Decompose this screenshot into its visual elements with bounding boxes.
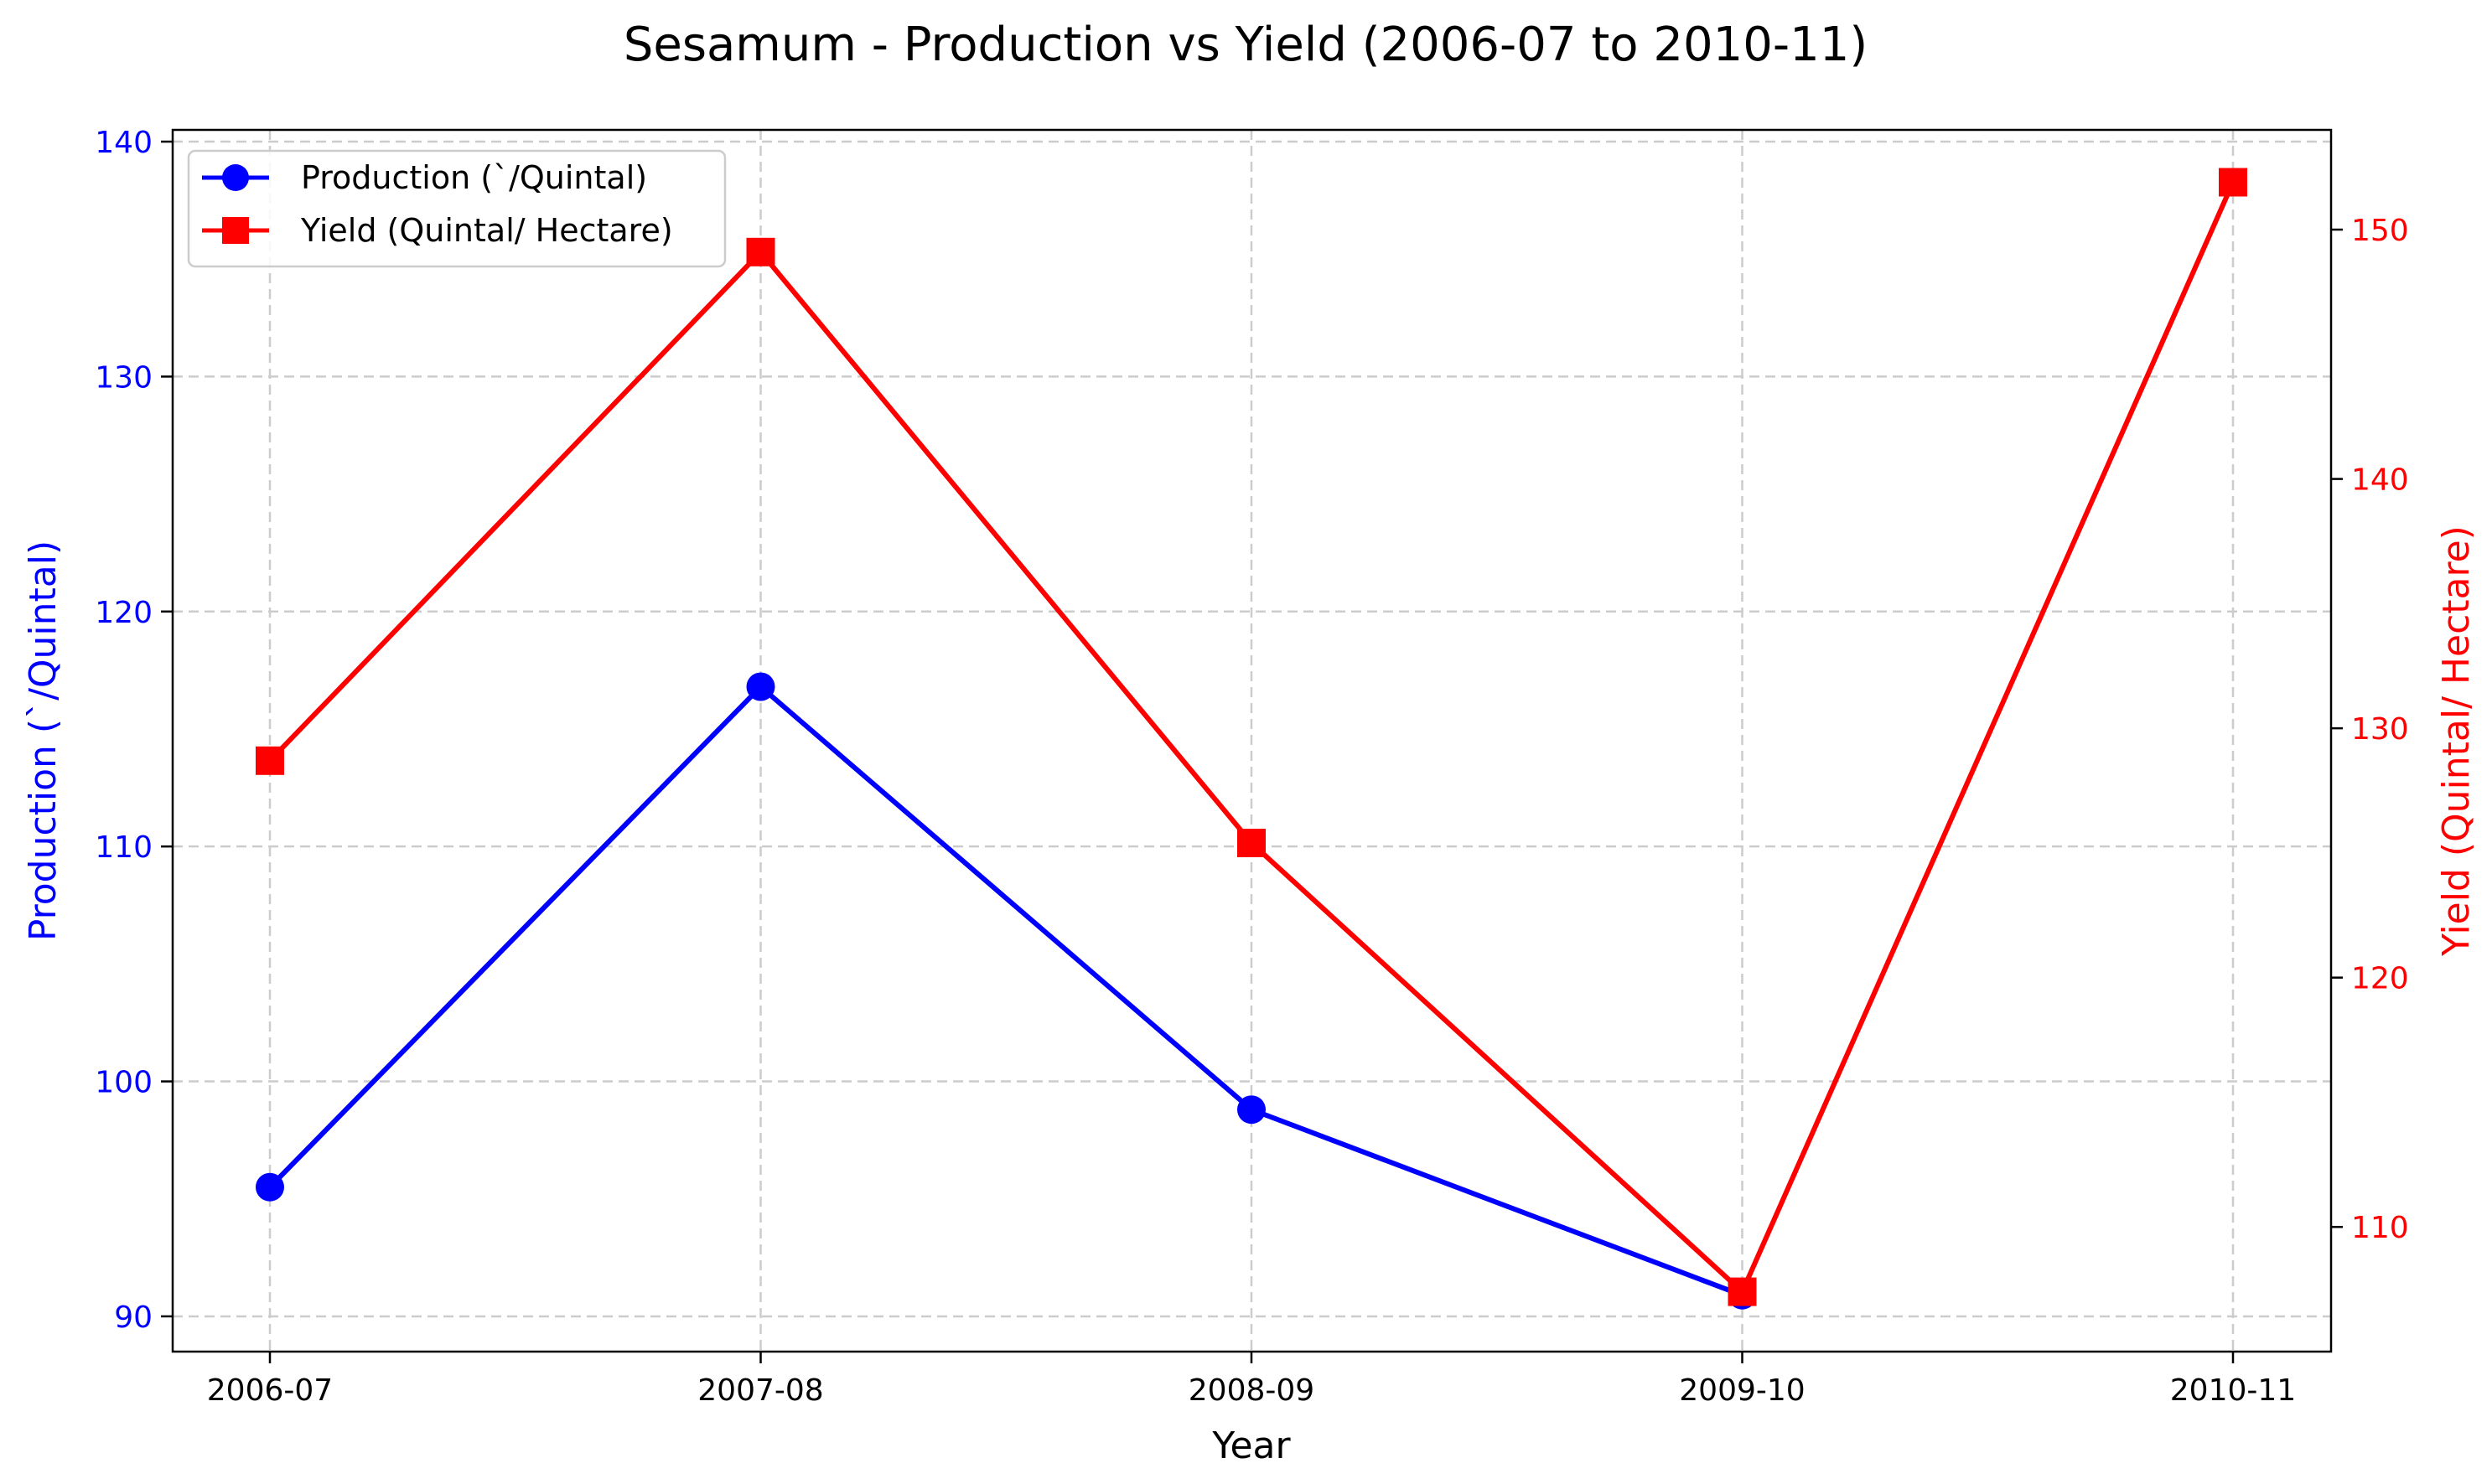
x-tick-label: 2006-07 [207, 1373, 333, 1408]
x-tick-label: 2008-09 [1189, 1373, 1314, 1408]
data-point-production [1237, 1095, 1266, 1125]
legend-marker-yield [222, 217, 249, 244]
plot-frame [171, 128, 2333, 1353]
grid-lines [173, 130, 2331, 1352]
y-right-tick-label: 120 [2351, 962, 2409, 996]
legend-label-production: Production (`/Quintal) [301, 159, 647, 196]
y-right-tick-label: 150 [2351, 214, 2409, 248]
x-axis-label: Year [1211, 1425, 1291, 1467]
x-axis: 2006-07 2007-08 2008-09 2009-10 2010-11 [207, 1352, 2296, 1408]
data-point-production [256, 1172, 284, 1202]
legend: Production (`/Quintal) Yield (Quintal/ H… [187, 149, 727, 268]
y-axis-right-label: Yield (Quintal/ Hectare) [2435, 525, 2478, 957]
series-line-production [267, 684, 1743, 1298]
data-point-yield [256, 746, 284, 775]
legend-marker-production [222, 164, 249, 191]
x-tick-label: 2009-10 [1679, 1373, 1805, 1408]
y-axis-right: 110 120 130 140 150 [2331, 214, 2409, 1245]
y-right-tick-label: 130 [2351, 712, 2409, 747]
chart-title: Sesamum - Production vs Yield (2006-07 t… [624, 18, 1868, 72]
data-point-yield [1728, 1277, 1757, 1306]
legend-frame [187, 149, 727, 268]
y-axis-left: 90 100 110 120 130 140 [95, 126, 173, 1335]
y-left-tick-label: 100 [95, 1066, 153, 1100]
data-point-yield [2219, 168, 2247, 197]
y-right-tick-label: 110 [2351, 1211, 2409, 1245]
y-right-tick-label: 140 [2351, 463, 2409, 498]
legend-label-yield: Yield (Quintal/ Hectare) [300, 212, 673, 249]
x-tick-label: 2007-08 [697, 1373, 823, 1408]
y-left-tick-label: 120 [95, 596, 153, 630]
series-layer [256, 168, 2247, 1310]
data-point-yield [1237, 828, 1266, 857]
y-left-tick-label: 110 [95, 830, 153, 865]
y-axis-left-label: Production (`/Quintal) [22, 540, 65, 941]
x-tick-label: 2010-11 [2170, 1373, 2296, 1408]
y-left-tick-label: 90 [114, 1300, 153, 1335]
y-left-tick-label: 130 [95, 360, 153, 395]
y-left-tick-label: 140 [95, 126, 153, 160]
data-point-production [746, 672, 775, 701]
data-point-yield [746, 237, 775, 266]
